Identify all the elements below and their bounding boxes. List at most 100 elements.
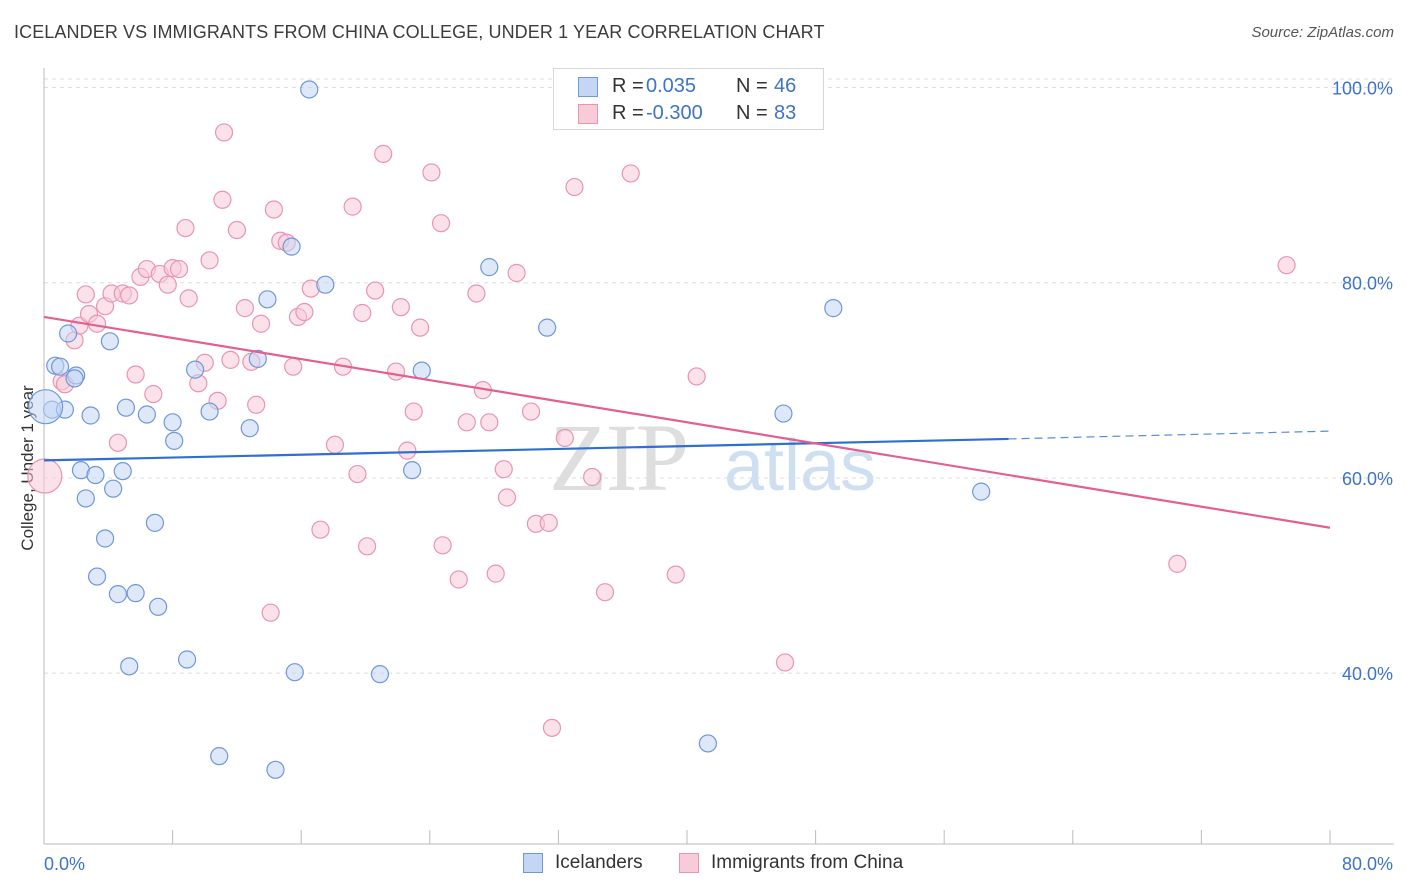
bottom-legend-label: Icelanders bbox=[555, 852, 643, 873]
legend-n-label: N = bbox=[736, 102, 768, 124]
data-point bbox=[235, 299, 255, 318]
data-point bbox=[295, 302, 314, 322]
data-point bbox=[538, 318, 557, 337]
data-point bbox=[480, 413, 499, 432]
data-point bbox=[247, 395, 266, 414]
data-point bbox=[774, 404, 793, 423]
bottom-legend-swatch-pink bbox=[679, 853, 699, 873]
data-point bbox=[539, 513, 558, 532]
data-point bbox=[467, 284, 486, 303]
data-point bbox=[126, 584, 145, 603]
watermark-zip: ZIP bbox=[549, 404, 687, 511]
data-point bbox=[65, 369, 84, 388]
data-point bbox=[412, 361, 431, 380]
data-point bbox=[431, 214, 451, 233]
data-point bbox=[391, 298, 410, 317]
data-point bbox=[126, 365, 145, 384]
data-point bbox=[108, 585, 128, 604]
data-point bbox=[50, 357, 70, 376]
data-point bbox=[358, 537, 377, 556]
trend-line-icelanders bbox=[43, 437, 1009, 462]
data-point bbox=[210, 747, 229, 766]
series-icelanders bbox=[28, 80, 991, 779]
data-point bbox=[404, 402, 423, 421]
x-tick-label: 80.0% bbox=[1342, 854, 1393, 874]
data-point bbox=[221, 350, 240, 369]
data-point bbox=[565, 177, 584, 197]
data-point bbox=[163, 413, 182, 432]
bottom-legend-label: Immigrants from China bbox=[711, 852, 904, 873]
trend-line-icelanders-projection bbox=[1008, 430, 1331, 440]
data-point bbox=[824, 299, 843, 318]
y-tick-label: 60.0% bbox=[1342, 469, 1393, 489]
gridlines bbox=[44, 78, 1394, 674]
data-point bbox=[282, 237, 301, 256]
data-point bbox=[284, 357, 303, 376]
data-point bbox=[158, 275, 177, 294]
data-point bbox=[411, 318, 430, 337]
data-point bbox=[583, 467, 602, 487]
data-point bbox=[177, 650, 197, 669]
data-point bbox=[507, 263, 526, 283]
data-point bbox=[494, 460, 513, 479]
chart-title: ICELANDER VS IMMIGRANTS FROM CHINA COLLE… bbox=[14, 22, 825, 42]
data-point bbox=[555, 428, 574, 448]
data-point bbox=[179, 289, 198, 308]
series-immigrants-from-china bbox=[27, 93, 1296, 737]
data-point bbox=[457, 413, 476, 432]
data-point bbox=[621, 164, 640, 183]
data-point bbox=[59, 324, 78, 343]
data-point bbox=[497, 488, 517, 507]
data-point bbox=[120, 286, 139, 305]
data-point bbox=[200, 251, 219, 270]
data-point bbox=[145, 513, 165, 532]
data-point bbox=[258, 290, 277, 309]
data-point bbox=[76, 489, 95, 508]
data-point bbox=[698, 734, 717, 753]
data-point bbox=[542, 718, 562, 737]
data-point bbox=[149, 597, 168, 616]
data-point bbox=[81, 406, 100, 425]
data-point bbox=[403, 461, 422, 480]
watermark: ZIP atlas bbox=[549, 404, 876, 511]
data-point bbox=[422, 163, 441, 182]
data-point bbox=[343, 197, 362, 216]
watermark-atlas: atlas bbox=[724, 426, 876, 506]
data-point bbox=[108, 433, 128, 452]
data-point bbox=[165, 431, 184, 450]
data-point bbox=[104, 479, 123, 498]
data-point bbox=[311, 520, 330, 539]
data-point bbox=[137, 405, 156, 424]
legend-n-label: N = bbox=[736, 75, 768, 97]
axes bbox=[43, 68, 1394, 845]
data-point bbox=[374, 144, 393, 163]
data-point bbox=[480, 258, 499, 277]
data-point bbox=[370, 665, 390, 684]
data-point bbox=[666, 565, 685, 584]
data-point bbox=[595, 583, 615, 602]
data-point bbox=[86, 465, 105, 485]
data-point bbox=[266, 760, 285, 779]
trend-line-immigrants bbox=[43, 315, 1331, 529]
data-point bbox=[1277, 256, 1296, 275]
data-point bbox=[144, 384, 163, 404]
data-point bbox=[316, 275, 335, 294]
y-tick-label: 80.0% bbox=[1342, 274, 1393, 294]
data-point bbox=[214, 123, 234, 142]
data-point bbox=[264, 200, 283, 219]
data-point bbox=[113, 462, 132, 481]
data-point bbox=[433, 536, 452, 555]
data-point-large bbox=[27, 458, 63, 494]
data-point bbox=[325, 435, 345, 454]
x-tick-label: 0.0% bbox=[44, 854, 85, 874]
data-point bbox=[120, 657, 139, 676]
data-point bbox=[240, 419, 259, 438]
data-point bbox=[366, 281, 385, 300]
data-point bbox=[116, 398, 136, 417]
data-point bbox=[348, 464, 367, 484]
legend-r-value: 0.035 bbox=[646, 75, 697, 97]
data-point bbox=[521, 402, 541, 421]
data-point bbox=[285, 663, 304, 682]
correlation-legend: R = 0.035 N = 46 R = -0.300 N = 83 bbox=[553, 68, 824, 130]
